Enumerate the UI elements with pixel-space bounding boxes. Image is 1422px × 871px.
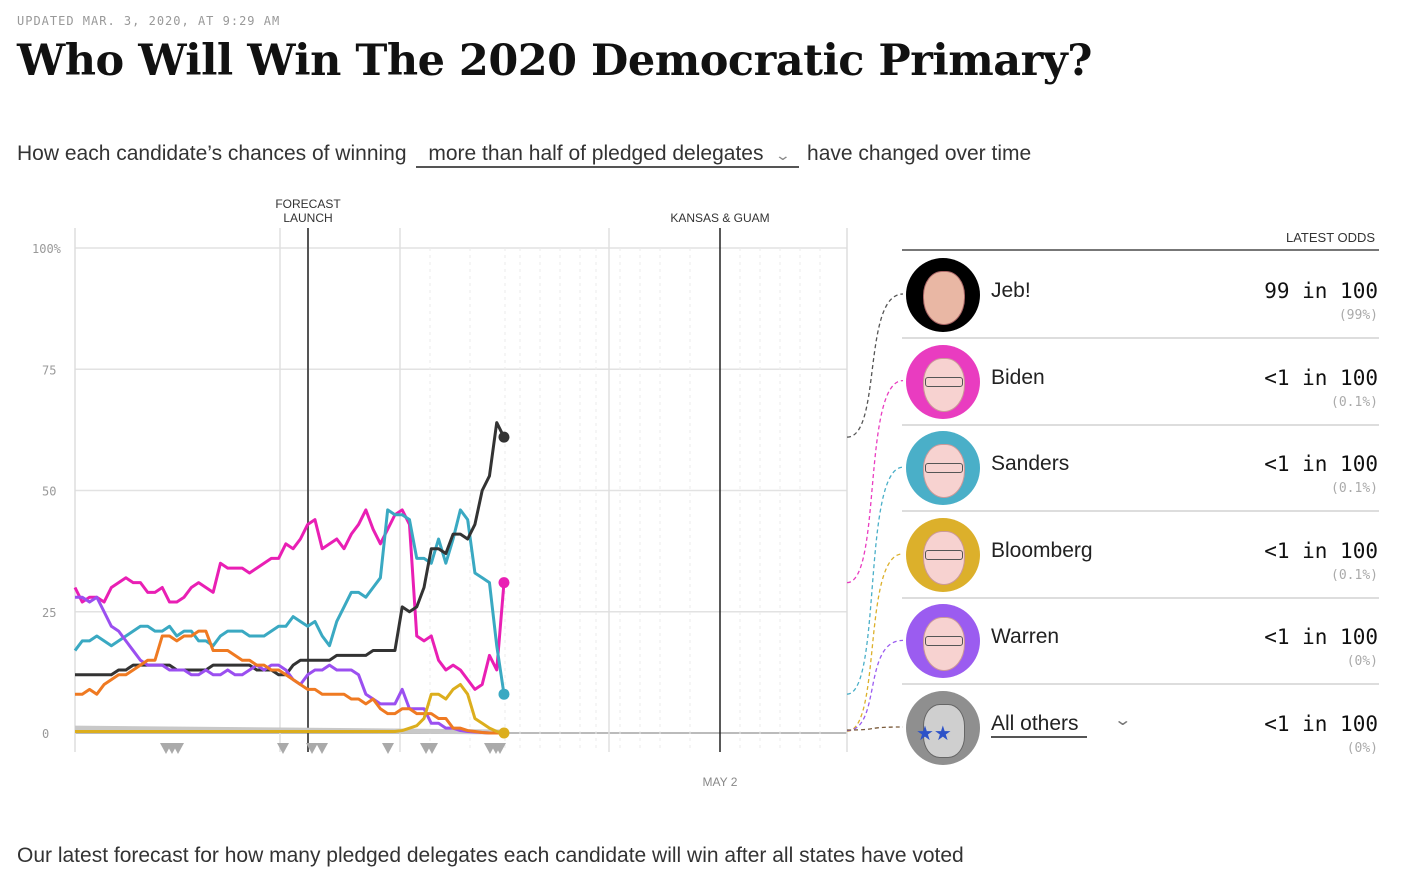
candidate-odds: <1 in 100 [1264, 625, 1378, 650]
candidate-name: Bloomberg [991, 538, 1093, 562]
candidate-avatar [906, 604, 980, 679]
connector-line [846, 726, 904, 731]
candidate-avatar [906, 431, 980, 506]
series-line-biden [73, 508, 506, 691]
connector-line [846, 379, 904, 584]
series-end-point [498, 577, 510, 589]
candidate-avatar: ★★ [906, 691, 980, 765]
y-tick-label: 75 [42, 363, 56, 377]
odds-line-chart: FORECAST LAUNCH KANSAS & GUAM MAY 2 100%… [32, 197, 904, 789]
subtitle-before: How each candidate’s chances of winning [17, 142, 407, 165]
star-icon: ★★ [916, 723, 952, 745]
candidate-row-sanders: Sanders <1 in 100 (0.1%) [902, 424, 1379, 513]
annotation-kansas-guam: KANSAS & GUAM [670, 211, 769, 225]
series-line-sanders [73, 508, 506, 695]
section-intro: Our latest forecast for how many pledged… [17, 844, 964, 867]
primary-date-marker [382, 743, 394, 754]
candidate-row-jeb: Jeb! 99 in 100 (99%) [902, 251, 1379, 339]
candidate-avatar [906, 258, 980, 332]
candidate-name: Warren [991, 625, 1060, 649]
primary-date-marker [494, 743, 506, 754]
candidate-percent: (0.1%) [1331, 394, 1378, 410]
series-line-series [75, 629, 504, 735]
candidate-percent: (0%) [1346, 741, 1378, 756]
primary-date-marker [306, 743, 318, 754]
candidate-row-biden: Biden <1 in 100 (0.1%) [902, 338, 1379, 426]
series-line-jeb [75, 421, 506, 677]
candidate-name: Sanders [991, 452, 1070, 476]
primary-date-marker [172, 743, 184, 754]
y-tick-label: 25 [42, 606, 56, 620]
candidate-odds: <1 in 100 [1264, 452, 1378, 477]
chart-subtitle: How each candidate’s chances of winning … [17, 142, 1031, 168]
candidate-percent: (99%) [1338, 308, 1378, 323]
series-end-point [498, 688, 510, 700]
candidate-odds: 99 in 100 [1264, 279, 1378, 303]
y-tick-label: 100% [32, 242, 62, 256]
primary-date-marker [426, 743, 438, 754]
candidate-name: Jeb! [991, 279, 1031, 302]
candidate-percent: (0%) [1346, 654, 1378, 670]
x-tick-may-2: MAY 2 [703, 775, 738, 789]
candidate-name[interactable]: All others [991, 712, 1087, 738]
primary-date-marker [277, 743, 289, 754]
connector-line [846, 639, 904, 732]
primary-date-marker [316, 743, 328, 754]
candidate-row-bloomberg: Bloomberg <1 in 100 (0.1%) [902, 511, 1379, 599]
subtitle-after: have changed over time [807, 142, 1032, 165]
candidate-avatar [906, 344, 980, 419]
candidate-odds: <1 in 100 [1264, 712, 1378, 736]
candidate-avatar [906, 517, 980, 592]
series-end-point [498, 431, 510, 443]
latest-odds-header: LATEST ODDS [1286, 230, 1376, 245]
candidate-row-warren: Warren <1 in 100 (0%) [902, 597, 1379, 686]
candidate-percent: (0.1%) [1331, 567, 1378, 583]
updated-timestamp: UPDATED MAR. 3, 2020, AT 9:29 AM [17, 14, 281, 28]
connector-line [846, 466, 904, 695]
annotation-forecast-launch-2: LAUNCH [283, 211, 332, 225]
series-line-bloomberg [75, 683, 505, 735]
connector-line [846, 293, 904, 438]
candidate-odds: <1 in 100 [1264, 538, 1378, 563]
annotation-forecast-launch: FORECAST [275, 197, 341, 211]
odds-header-rule [902, 249, 1379, 251]
chevron-down-icon: ⌄ [775, 147, 792, 163]
y-tick-label: 50 [42, 485, 56, 499]
y-tick-label: 0 [42, 727, 49, 741]
candidate-odds: <1 in 100 [1264, 365, 1378, 390]
dropdown-value: more than half of pledged delegates [428, 142, 764, 165]
series-line-warren [75, 595, 504, 735]
page-title: Who Will Win The 2020 Democratic Primary… [17, 36, 1092, 86]
candidate-name: Biden [991, 365, 1045, 389]
chevron-down-icon[interactable]: ⌄ [1113, 712, 1133, 729]
candidate-row-allothers: ★★ All others ⌄ <1 in 100 (0%) [902, 684, 1379, 770]
candidate-percent: (0.1%) [1331, 481, 1378, 497]
outcome-dropdown[interactable]: more than half of pledged delegates ⌄ [416, 142, 800, 168]
series-end-point [498, 727, 510, 739]
